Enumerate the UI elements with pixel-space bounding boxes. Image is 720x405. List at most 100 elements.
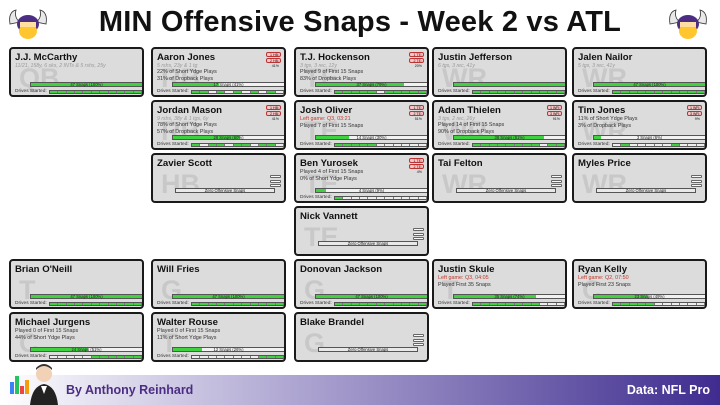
formation-tag: 1 WR: 0%	[547, 105, 562, 115]
drive-segment	[133, 356, 142, 358]
drive-segment	[523, 91, 532, 93]
drive-segment	[473, 303, 482, 305]
drive-segment	[385, 303, 394, 305]
drive-segment	[133, 91, 142, 93]
drives-started-bar	[334, 302, 427, 306]
snap-count-label: 12 Snaps (26%)	[213, 347, 244, 352]
detail-line: 83% of Dropback Plays	[300, 75, 357, 82]
position-watermark: TE	[304, 116, 339, 146]
snap-share-fill	[316, 295, 427, 298]
drive-segment	[108, 91, 117, 93]
drive-segment	[393, 91, 402, 93]
drive-segment	[646, 91, 655, 93]
drives-started-bar	[334, 90, 427, 94]
drive-segment	[335, 197, 344, 199]
drive-segment	[75, 91, 84, 93]
snap-count-label: Zero Offensive Snaps	[347, 241, 389, 246]
snap-share-bar: 24 Snaps (51%)	[30, 347, 142, 352]
player-card: TE Josh Oliver Left game: Q3, 03:21 Played …	[294, 100, 429, 150]
drives-started-bar	[191, 302, 284, 306]
drive-segment	[100, 303, 109, 305]
snap-count-label: 23 Snaps (49%)	[634, 294, 665, 299]
snap-count-label: 35 Snaps (74%)	[494, 294, 525, 299]
detail-line: Played 7 of First 15 Snaps	[300, 122, 364, 129]
player-card: C Ryan Kelly Left game: Q2, 07:50 Played Fi…	[572, 259, 707, 309]
snap-count-label: 47 Snaps (100%)	[355, 294, 388, 299]
drive-segment	[629, 91, 639, 93]
detail-line: 11% of Short Ydge Plays	[157, 334, 217, 341]
drive-segment	[514, 303, 524, 305]
player-name: Justin Jefferson	[438, 52, 513, 63]
drives-started-label: Drives Started:	[15, 89, 47, 94]
footer-bar: By Anthony Reinhard Data: NFL Pro	[0, 375, 720, 405]
player-name: Aaron Jones	[157, 52, 216, 63]
snap-count-label: 14 Snaps (30%)	[356, 135, 387, 140]
detail-line: Left game: Q3, 04:05	[438, 275, 489, 281]
snap-share-bar: Zero Offensive Snaps	[175, 188, 275, 193]
snap-share-fill	[594, 83, 705, 86]
drives-started-bar	[472, 302, 565, 306]
drive-segment	[393, 303, 402, 305]
snap-share-bar: 47 Snaps (100%)	[315, 294, 427, 299]
drives-started-label: Drives Started:	[15, 301, 47, 306]
detail-line: 22% of Short Ydge Plays	[157, 69, 217, 75]
drive-segment	[50, 91, 59, 93]
drive-segment	[351, 303, 361, 305]
drives-started-label: Drives Started:	[438, 301, 470, 306]
player-card: C Michael Jurgens Played 0 of First 15 Sna…	[9, 312, 144, 362]
drive-segment	[200, 144, 209, 146]
player-name: Jordan Mason	[157, 105, 223, 116]
drive-segment	[402, 144, 411, 146]
drive-segment	[672, 303, 680, 305]
snap-share-fill	[454, 83, 565, 86]
drive-segment	[655, 303, 664, 305]
snap-share-bar: 28 Snaps (60%)	[172, 135, 284, 140]
drives-started-label: Drives Started:	[157, 89, 189, 94]
formation-tag: 3 WR: 91%	[547, 110, 562, 121]
drive-segment	[116, 356, 126, 358]
snap-share-bar: 14 Snaps (30%)	[315, 135, 427, 140]
drive-segment	[192, 356, 201, 358]
drive-segment	[242, 144, 251, 146]
drive-segment	[217, 303, 226, 305]
drive-segment	[217, 144, 226, 146]
drive-segment	[267, 303, 276, 305]
position-watermark: WR	[582, 169, 627, 199]
snap-share-bar: 47 Snaps (100%)	[30, 294, 142, 299]
player-name: Michael Jurgens	[15, 317, 91, 328]
player-card: WR Adam Thielen 3 tgs, 2 rec, 26y Played 14…	[432, 100, 567, 150]
drive-segment	[402, 197, 411, 199]
snap-share-bar: 23 Snaps (49%)	[593, 294, 705, 299]
drives-started-bar	[191, 355, 284, 359]
snap-share-fill	[31, 348, 88, 351]
drive-segment	[83, 303, 92, 305]
drives-started-label: Drives Started:	[578, 89, 610, 94]
drive-segment	[192, 91, 201, 93]
position-watermark: WR	[442, 116, 487, 146]
detail-line: 57% of Dropback Plays	[157, 128, 214, 135]
drive-segment	[410, 91, 419, 93]
drive-segment	[275, 356, 284, 358]
drive-segment	[489, 144, 499, 146]
drive-segment	[514, 144, 524, 146]
player-card: T Brian O'Neill 47 Snaps (100%) Drives Star…	[9, 259, 144, 309]
player-card: RB Aaron Jones 5 rshs, 23y & 1 tg 22% of Sh…	[151, 47, 286, 97]
drive-segment	[680, 303, 689, 305]
drive-segment	[489, 303, 499, 305]
player-card: HB Zavier Scott Zero Offensive Snaps	[151, 153, 286, 203]
formation-tag: 2 TE: 4%	[409, 163, 424, 174]
drive-segment	[225, 91, 234, 93]
drives-started-bar	[334, 196, 427, 200]
depth-chip	[413, 237, 424, 241]
drive-segment	[506, 303, 515, 305]
drive-segment	[209, 356, 218, 358]
drive-segment	[351, 91, 361, 93]
drive-segment	[267, 91, 276, 93]
snap-count-label: 3 Snaps (6%)	[636, 135, 663, 140]
drive-segment	[638, 303, 647, 305]
drive-segment	[335, 91, 344, 93]
detail-line: Played 0 of First 15 Snaps	[157, 328, 221, 334]
drive-segment	[217, 356, 226, 358]
drive-segment	[655, 144, 664, 146]
